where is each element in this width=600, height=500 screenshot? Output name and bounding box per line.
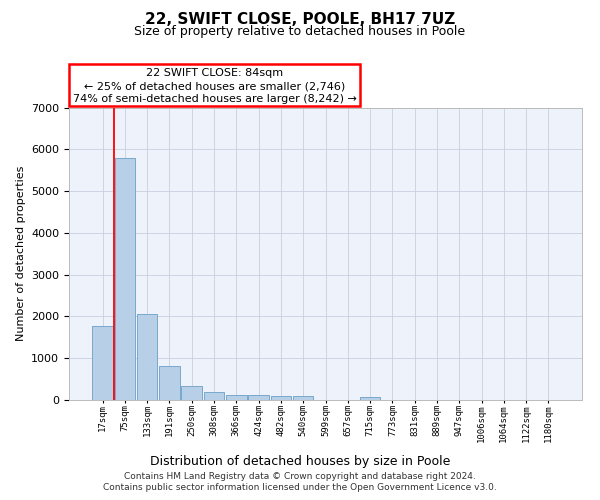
Bar [271, 396, 291, 400]
Text: 22, SWIFT CLOSE, POOLE, BH17 7UZ: 22, SWIFT CLOSE, POOLE, BH17 7UZ [145, 12, 455, 28]
Text: Size of property relative to detached houses in Poole: Size of property relative to detached ho… [134, 25, 466, 38]
Text: 74% of semi-detached houses are larger (8,242) →: 74% of semi-detached houses are larger (… [73, 94, 356, 104]
Bar [204, 392, 224, 400]
Text: ← 25% of detached houses are smaller (2,746): ← 25% of detached houses are smaller (2,… [84, 81, 345, 91]
Text: Contains public sector information licensed under the Open Government Licence v3: Contains public sector information licen… [103, 484, 497, 492]
Y-axis label: Number of detached properties: Number of detached properties [16, 166, 26, 342]
Bar [248, 396, 269, 400]
Text: Contains HM Land Registry data © Crown copyright and database right 2024.: Contains HM Land Registry data © Crown c… [124, 472, 476, 481]
Bar [181, 386, 202, 400]
Bar [115, 158, 135, 400]
Bar [92, 326, 113, 400]
Bar [360, 396, 380, 400]
Bar [137, 314, 157, 400]
Text: 22 SWIFT CLOSE: 84sqm: 22 SWIFT CLOSE: 84sqm [146, 68, 283, 78]
Bar [226, 395, 247, 400]
Bar [293, 396, 313, 400]
Text: Distribution of detached houses by size in Poole: Distribution of detached houses by size … [150, 454, 450, 468]
Bar [159, 366, 180, 400]
